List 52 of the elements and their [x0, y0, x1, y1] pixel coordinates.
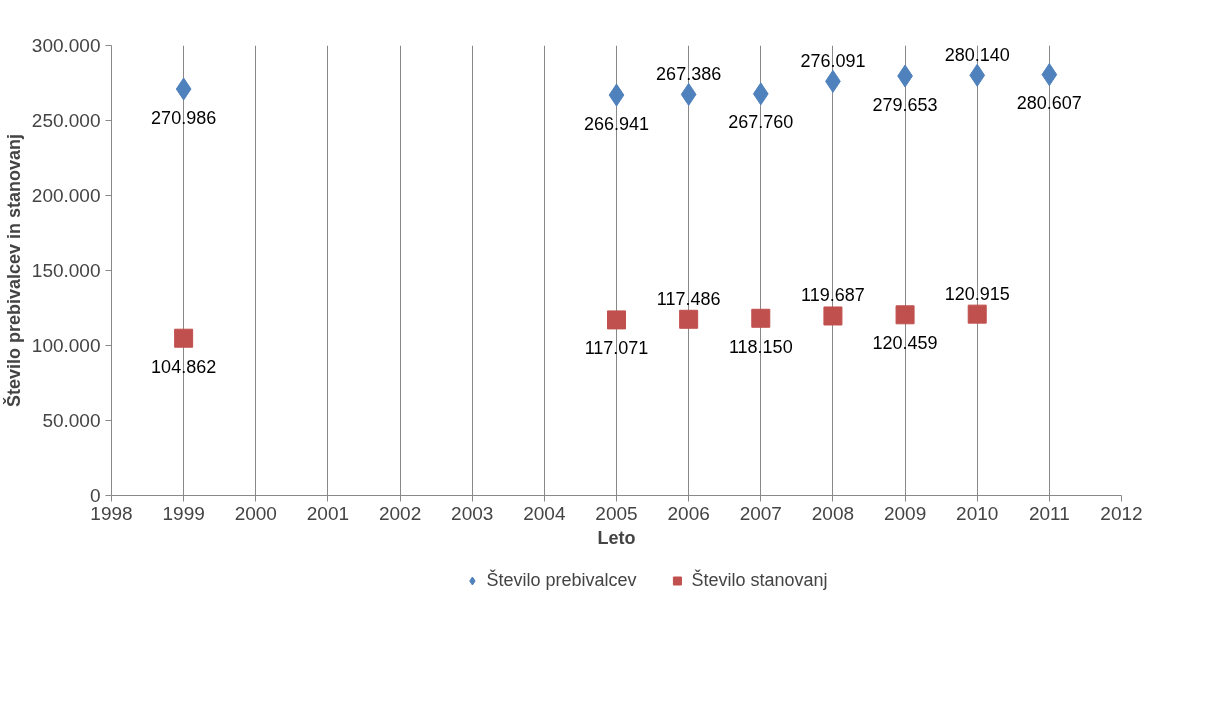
point	[174, 328, 194, 348]
point	[679, 309, 699, 329]
legend-label: Število prebivalcev	[486, 569, 637, 591]
point	[175, 77, 192, 101]
x-tick-label: 1999	[162, 502, 205, 524]
y-tick-label: 200.000	[31, 185, 101, 206]
data-label: 117.486	[656, 288, 721, 309]
x-tick-label: 2002	[378, 502, 422, 524]
y-tick-label: 50.000	[42, 410, 101, 431]
data-label: 117.071	[584, 338, 649, 359]
point	[967, 304, 987, 324]
data-label: 120.915	[944, 283, 1010, 304]
x-tick-label: 2008	[811, 502, 855, 524]
x-tick-label: 2001	[306, 502, 350, 524]
data-label: 267.386	[656, 63, 722, 84]
x-tick-label: 2003	[451, 502, 494, 524]
legend-label: Število stanovanj	[691, 569, 828, 591]
data-label: 280.607	[1016, 93, 1082, 114]
x-tick-label: 2004	[523, 502, 566, 524]
x-tick-label: 2000	[234, 502, 277, 524]
data-label: 267.760	[728, 112, 794, 133]
y-axis-title: Število prebivalcev in stanovanj	[2, 133, 24, 408]
point	[752, 82, 769, 106]
x-tick-label: 2010	[956, 502, 999, 524]
data-label: 270.986	[151, 107, 217, 128]
point	[823, 306, 843, 326]
x-axis-title: Leto	[597, 527, 636, 548]
data-label: 120.459	[872, 333, 938, 354]
point	[680, 82, 697, 106]
data-label: 119.687	[801, 285, 865, 306]
y-tick-label: 100.000	[31, 335, 101, 356]
y-tick-label: 250.000	[31, 110, 101, 131]
x-tick-label: 2006	[667, 502, 710, 524]
point	[969, 63, 986, 87]
point	[608, 83, 625, 107]
x-tick-label: 2011	[1028, 502, 1070, 524]
y-tick-label: 300.000	[31, 35, 101, 56]
data-label: 118.150	[728, 336, 793, 357]
y-tick-label: 150.000	[31, 260, 101, 281]
point	[751, 308, 771, 328]
point	[1041, 63, 1058, 87]
data-label: 280.140	[944, 44, 1010, 65]
x-tick-label: 2009	[883, 502, 927, 524]
point	[895, 305, 915, 325]
data-label: 104.862	[151, 356, 217, 377]
x-tick-label: 2007	[739, 502, 782, 524]
data-label: 279.653	[872, 94, 938, 115]
data-label: 276.091	[800, 50, 866, 71]
x-tick-label: 2012	[1100, 502, 1143, 524]
x-tick-label: 2005	[595, 502, 638, 524]
point	[607, 310, 626, 330]
data-label: 266.941	[583, 113, 650, 134]
